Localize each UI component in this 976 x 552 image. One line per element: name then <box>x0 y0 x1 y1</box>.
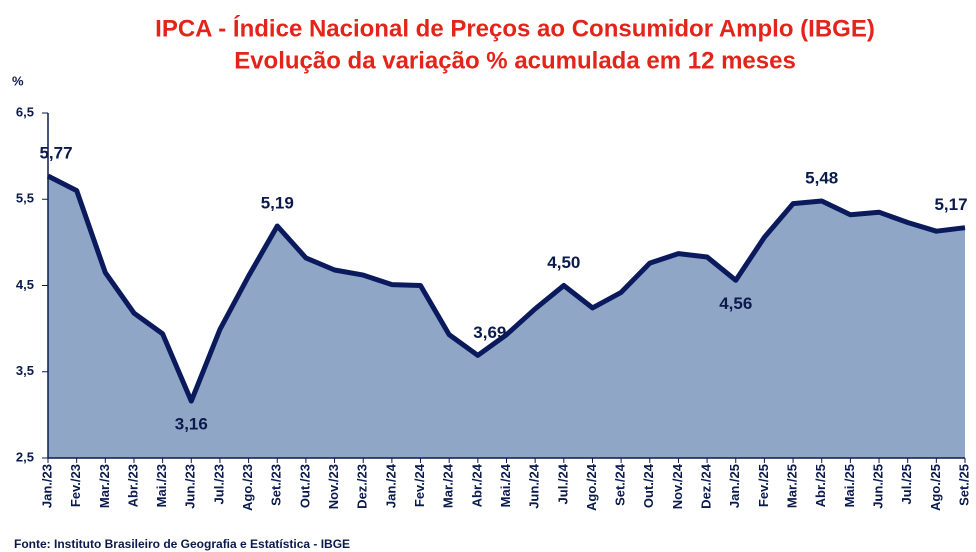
value-label: 5,48 <box>805 168 838 187</box>
line <box>46 173 966 404</box>
x-tick-label: Set./24 <box>613 463 628 506</box>
x-tick-label: Jun./25 <box>870 464 885 509</box>
x-tick-label: Jun./24 <box>527 463 542 509</box>
y-tick-label: 4,5 <box>16 277 34 292</box>
x-tick-label: Fev./23 <box>68 464 83 507</box>
x-tick-label: Set./25 <box>956 464 971 506</box>
x-tick-label: Jan./25 <box>727 464 742 508</box>
x-tick-label: Nov./24 <box>670 463 685 509</box>
x-tick-label: Mar./23 <box>97 464 112 508</box>
x-tick-label: Mai./23 <box>154 464 169 507</box>
x-tick-label: Out./23 <box>297 464 312 508</box>
value-label: 5,19 <box>261 193 294 212</box>
x-tick-label: Jul./25 <box>899 464 914 504</box>
x-tick-label: Mar./24 <box>441 463 456 508</box>
x-tick-label: Ago./25 <box>928 464 943 511</box>
x-tick-label: Ago./23 <box>240 464 255 511</box>
x-tick-label: Fev./25 <box>756 464 771 507</box>
x-tick-label: Jul./23 <box>211 464 226 504</box>
value-label: 4,56 <box>719 294 752 313</box>
x-tick-label: Abr./23 <box>125 464 140 507</box>
y-axis-label: % <box>12 73 24 88</box>
x-tick-label: Jan./24 <box>383 463 398 508</box>
x-tick-label: Abr./24 <box>469 463 484 507</box>
x-tick-label: Out./24 <box>641 463 656 508</box>
value-label: 3,16 <box>175 415 208 434</box>
x-tick-label: Jan./23 <box>39 464 54 508</box>
x-tick-label: Jun./23 <box>183 464 198 509</box>
x-tick-label: Jul./24 <box>555 463 570 504</box>
x-tick-label: Set./23 <box>269 464 284 506</box>
x-tick-label: Abr./25 <box>813 464 828 507</box>
value-label: 5,17 <box>934 195 967 214</box>
y-tick-label: 3,5 <box>16 363 34 378</box>
value-label: 4,50 <box>547 253 580 272</box>
value-label: 5,77 <box>39 143 72 162</box>
y-tick-label: 6,5 <box>16 104 34 119</box>
x-tick-label: Mai./24 <box>498 463 513 507</box>
x-tick-label: Mai./25 <box>842 464 857 507</box>
x-tick-label: Nov./23 <box>326 464 341 509</box>
chart-subtitle: Evolução da variação % acumulada em 12 m… <box>234 47 796 74</box>
area <box>48 176 965 458</box>
y-tick-label: 2,5 <box>16 449 34 464</box>
value-label: 3,69 <box>473 323 506 342</box>
x-tick-label: Dez./23 <box>355 464 370 509</box>
x-tick-label: Dez./24 <box>699 463 714 509</box>
y-tick-label: 5,5 <box>16 191 34 206</box>
x-tick-label: Ago./24 <box>584 463 599 511</box>
source: Fonte: Instituto Brasileiro de Geografia… <box>14 537 350 551</box>
x-tick-label: Mar./25 <box>785 464 800 508</box>
x-tick-label: Fev./24 <box>412 463 427 507</box>
chart-title: IPCA - Índice Nacional de Preços ao Cons… <box>155 14 875 42</box>
